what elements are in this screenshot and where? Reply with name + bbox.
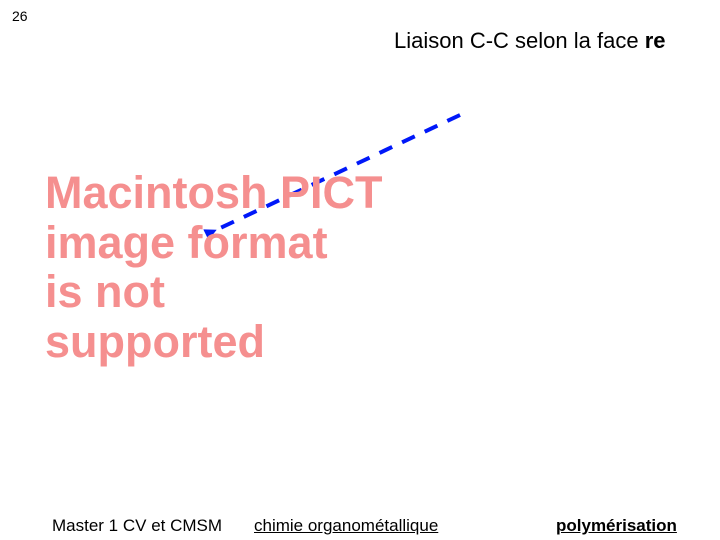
slide: 26 Liaison C-C selon la face re Macintos… — [0, 0, 720, 540]
pict-error-text: Macintosh PICT image format is not suppo… — [45, 168, 390, 366]
pict-error-line2: image format — [45, 218, 390, 268]
slide-title: Liaison C-C selon la face re — [394, 28, 665, 54]
pict-error-line1: Macintosh PICT — [45, 168, 390, 218]
footer-center: chimie organométallique — [254, 516, 438, 536]
footer-right: polymérisation — [556, 516, 677, 536]
title-text: Liaison C-C selon la face — [394, 28, 645, 53]
title-emphasis: re — [645, 28, 666, 53]
footer-left: Master 1 CV et CMSM — [52, 516, 222, 536]
pict-error-line3: is not supported — [45, 267, 390, 366]
page-number: 26 — [12, 8, 28, 24]
